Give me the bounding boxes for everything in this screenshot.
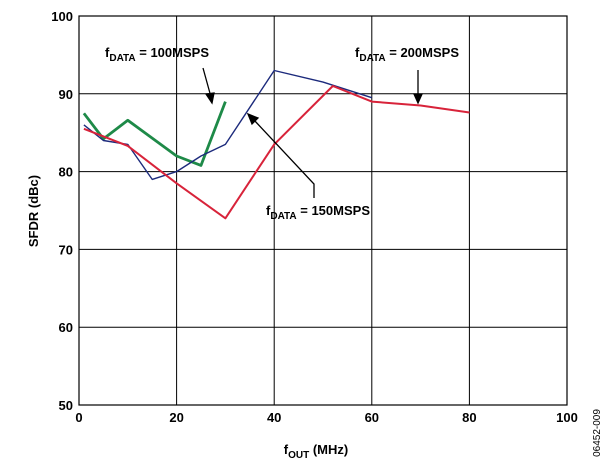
annotation-150msps: fDATA = 150MSPS — [266, 203, 370, 222]
annotation-100msps-main: f — [105, 45, 110, 60]
annotation-100msps: fDATA = 100MSPS — [105, 45, 209, 64]
x-tick-labels: 0 20 40 60 80 100 — [75, 410, 577, 425]
figure-id: 06452-009 — [592, 409, 603, 457]
annotation-200msps-rest: = 200MSPS — [386, 45, 460, 60]
x-axis-title-rest: (MHz) — [309, 442, 348, 457]
y-tick-label-70: 70 — [59, 242, 73, 257]
arrow-100msps-line — [202, 67, 212, 98]
x-tick-label-20: 20 — [169, 410, 183, 425]
annotation-150msps-rest: = 150MSPS — [297, 203, 371, 218]
arrow-100msps-head — [204, 92, 215, 105]
annotation-150msps-sub: DATA — [270, 211, 296, 222]
annotation-200msps-sub: DATA — [359, 53, 385, 64]
plot-frame — [78, 15, 568, 406]
y-tick-labels: 50 60 70 80 90 100 — [51, 9, 73, 413]
x-tick-label-60: 60 — [365, 410, 379, 425]
y-tick-label-90: 90 — [59, 87, 73, 102]
annotation-100msps-rest: = 100MSPS — [136, 45, 210, 60]
y-axis-title: SFDR (dBc) — [26, 175, 41, 247]
series-line-2 — [83, 85, 470, 220]
y-tick-label-60: 60 — [59, 320, 73, 335]
x-tick-label-100: 100 — [556, 410, 578, 425]
annotation-arrows — [202, 67, 424, 198]
arrow-150msps-line — [253, 119, 315, 198]
y-tick-label-80: 80 — [59, 165, 73, 180]
annotation-150msps-main: f — [266, 203, 271, 218]
x-tick-label-40: 40 — [267, 410, 281, 425]
x-axis-title-main: f — [284, 442, 289, 457]
annotation-200msps-main: f — [355, 45, 360, 60]
arrow-150msps-head — [246, 112, 260, 126]
annotation-100msps-sub: DATA — [109, 53, 135, 64]
x-tick-label-0: 0 — [75, 410, 82, 425]
annotation-200msps: fDATA = 200MSPS — [355, 45, 459, 64]
arrow-200msps-head — [412, 93, 424, 105]
x-axis-title: fOUT (MHz) — [284, 442, 348, 461]
y-tick-label-100: 100 — [51, 9, 73, 24]
x-axis-title-sub: OUT — [288, 450, 309, 461]
x-tick-label-80: 80 — [462, 410, 476, 425]
series-line-1 — [83, 69, 373, 181]
series-lines — [82, 69, 470, 220]
y-tick-label-50: 50 — [59, 398, 73, 413]
